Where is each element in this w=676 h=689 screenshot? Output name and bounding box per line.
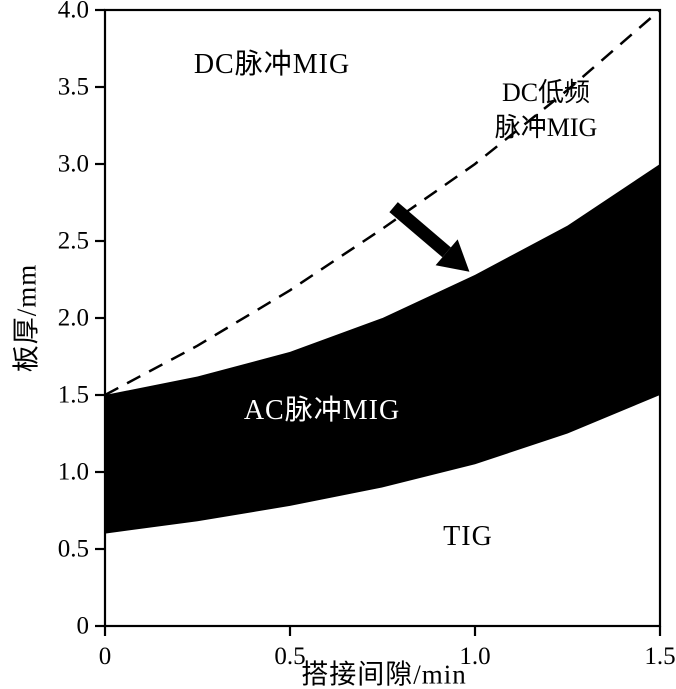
y-tick-label: 1.0 — [58, 459, 89, 486]
x-tick-label: 1.0 — [459, 643, 490, 670]
y-tick-label: 1.5 — [58, 382, 89, 409]
dashed-boundary-line — [104, 9, 661, 397]
x-tick-label: 0.5 — [274, 643, 305, 670]
ac-pulse-mig-band — [105, 164, 660, 534]
y-tick-label: 3.5 — [58, 74, 89, 101]
y-tick-label: 3.0 — [58, 151, 89, 178]
x-tick-label: 1.5 — [644, 643, 675, 670]
y-tick-label: 2.0 — [58, 305, 89, 332]
y-tick-label: 0 — [77, 613, 90, 640]
y-tick-label: 4.0 — [58, 0, 89, 24]
annotation-arrow-head — [435, 239, 470, 272]
annotation-arrow-shaft — [389, 202, 451, 258]
y-tick-label: 2.5 — [58, 228, 89, 255]
y-tick-label: 0.5 — [58, 536, 89, 563]
x-tick-label: 0 — [99, 643, 112, 670]
